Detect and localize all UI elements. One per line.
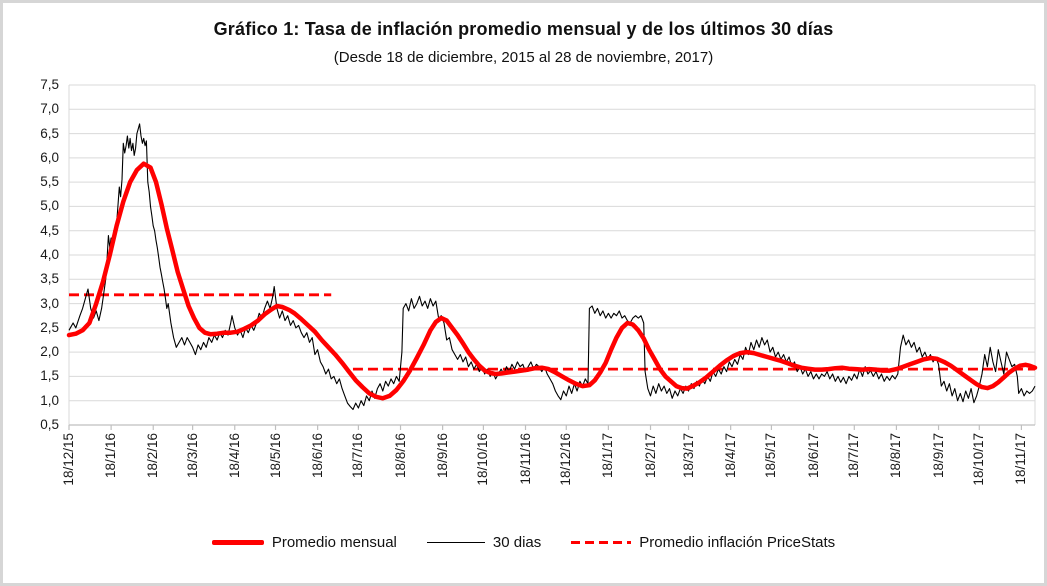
legend-item-pricestats: Promedio inflación PriceStats xyxy=(571,534,835,551)
y-tick-label: 2,5 xyxy=(40,319,59,335)
x-tick-label: 18/7/17 xyxy=(846,433,862,479)
y-tick-label: 5,0 xyxy=(40,198,59,214)
legend-label: Promedio inflación PriceStats xyxy=(639,534,836,551)
y-tick-label: 1,0 xyxy=(40,392,59,408)
x-tick-label: 18/5/16 xyxy=(267,433,283,479)
y-tick-label: 7,5 xyxy=(40,77,59,92)
legend-item-promedio-mensual: Promedio mensual xyxy=(211,534,397,551)
thick-red-line-sample xyxy=(211,540,264,545)
x-tick-label: 18/4/16 xyxy=(226,433,242,479)
plot-area xyxy=(66,84,1038,430)
y-tick-label: 7,0 xyxy=(40,101,59,117)
x-tick-label: 18/11/16 xyxy=(517,433,533,485)
x-tick-label: 18/5/17 xyxy=(763,433,779,479)
y-tick-label: 0,5 xyxy=(40,417,59,432)
x-tick-label: 18/8/16 xyxy=(392,433,408,479)
x-tick-label: 18/10/17 xyxy=(971,433,987,486)
series-promedio-mensual-line xyxy=(66,161,1038,401)
red-dashed-line-sample xyxy=(571,541,632,544)
legend-item-30-dias: 30 dias xyxy=(426,534,542,551)
chart-title: Gráfico 1: Tasa de inflación promedio me… xyxy=(213,19,834,39)
legend-label: Promedio mensual xyxy=(271,534,397,551)
x-tick-label: 18/9/17 xyxy=(930,433,946,479)
thin-black-line-sample xyxy=(426,542,485,543)
x-tick-label: 18/1/17 xyxy=(600,433,616,479)
x-tick-label: 18/12/15 xyxy=(61,433,76,486)
y-tick-label: 3,5 xyxy=(40,271,59,287)
x-tick-label: 18/1/16 xyxy=(103,433,119,479)
x-tick-label: 18/11/17 xyxy=(1013,433,1029,485)
y-tick-label: 4,0 xyxy=(40,247,59,262)
y-tick-label: 6,5 xyxy=(40,125,59,141)
x-tick-label: 18/3/17 xyxy=(680,433,696,479)
x-tick-label: 18/2/16 xyxy=(145,433,161,479)
y-tick-label: 1,5 xyxy=(40,368,59,384)
x-tick-label: 18/10/16 xyxy=(475,433,491,486)
y-tick-label: 3,0 xyxy=(40,295,59,311)
x-tick-label: 18/8/17 xyxy=(888,433,904,479)
legend: Promedio mensual 30 dias Promedio inflac… xyxy=(3,534,1044,551)
x-tick-label: 18/3/16 xyxy=(184,433,200,479)
y-tick-label: 5,5 xyxy=(40,174,59,190)
x-tick-label: 18/9/16 xyxy=(434,433,450,479)
legend-label: 30 dias xyxy=(492,534,542,551)
x-tick-label: 18/4/17 xyxy=(722,433,738,479)
y-tick-label: 4,5 xyxy=(40,222,59,238)
y-tick-label: 2,0 xyxy=(40,344,59,360)
series-30-dias-line xyxy=(68,123,1036,411)
y-tick-label: 6,0 xyxy=(40,149,59,165)
x-tick-label: 18/2/17 xyxy=(642,433,658,479)
x-tick-label: 18/6/17 xyxy=(805,433,821,479)
x-tick-label: 18/7/16 xyxy=(350,433,366,479)
chart-subtitle: (Desde 18 de diciembre, 2015 al 28 de no… xyxy=(333,49,714,66)
x-tick-label: 18/6/16 xyxy=(309,433,325,479)
x-tick-label: 18/12/16 xyxy=(558,433,574,486)
